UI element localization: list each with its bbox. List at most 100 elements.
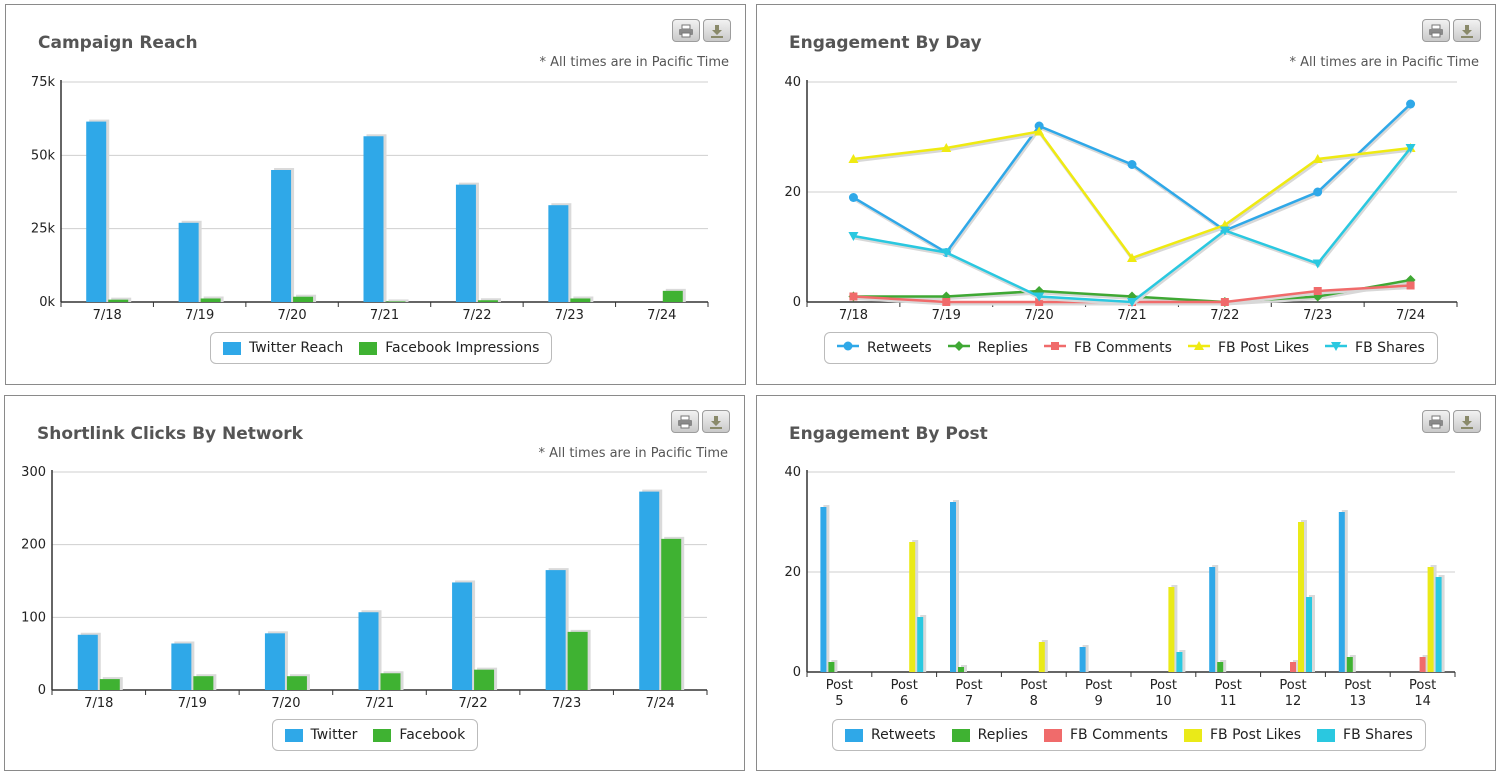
panel-title: Engagement By Day <box>789 33 982 53</box>
legend-item[interactable]: Facebook Impressions <box>359 340 539 356</box>
x-tick-label: 7/21 <box>370 308 399 323</box>
legend-label: Twitter <box>310 727 358 743</box>
printer-icon <box>1428 24 1444 38</box>
bar <box>1346 657 1353 672</box>
bar <box>178 222 199 302</box>
bar <box>1168 587 1175 672</box>
y-tick-label: 0 <box>793 665 801 680</box>
data-point <box>1312 154 1323 163</box>
legend-item[interactable]: Retweets <box>837 340 932 356</box>
legend-label: FB Shares <box>1343 727 1413 743</box>
legend-item[interactable]: Retweets <box>845 727 936 743</box>
download-button[interactable] <box>1453 19 1481 42</box>
download-button[interactable] <box>702 410 730 433</box>
download-button[interactable] <box>703 19 731 42</box>
data-point <box>1405 144 1416 153</box>
y-tick-label: 75k <box>31 75 56 90</box>
legend-label: Twitter Reach <box>249 340 344 356</box>
x-tick-label: 13 <box>1350 694 1367 709</box>
legend-item[interactable]: Replies <box>947 340 1028 356</box>
legend-item[interactable]: FB Comments <box>1043 727 1168 743</box>
bar-shadow <box>831 660 838 672</box>
data-point <box>941 248 952 258</box>
timezone-note: * All times are in Pacific Time <box>1289 55 1479 70</box>
x-tick-label: Post <box>1150 678 1177 693</box>
x-tick-label: Post <box>1279 678 1306 693</box>
data-point <box>1035 298 1044 306</box>
bar <box>385 301 406 302</box>
bar <box>570 298 591 302</box>
campaign-reach-chart: 0k 25k 50k 75k 7/18 7/19 7/20 7/21 7/22 7/23 7/24 <box>31 75 709 323</box>
legend-item[interactable]: FB Shares <box>1325 340 1425 356</box>
legend-item[interactable]: FB Post Likes <box>1187 340 1309 356</box>
legend-label: FB Shares <box>1355 340 1425 356</box>
bar <box>917 617 924 672</box>
bar <box>828 662 835 672</box>
chart-legend: Twitter Facebook <box>271 719 479 751</box>
y-tick-label: 0k <box>39 295 55 310</box>
bar <box>477 300 498 302</box>
chart-legend: Twitter Reach Facebook Impressions <box>210 332 553 364</box>
bar <box>363 136 384 302</box>
engagement-by-post-panel: Engagement By Post 0 20 40 Post 5 Post 6 Post 7 P… <box>756 395 1496 771</box>
data-point <box>848 232 859 241</box>
x-tick-label: 7/19 <box>932 308 961 323</box>
x-tick-label: Post <box>1409 678 1436 693</box>
x-tick-label: 7/20 <box>271 696 300 711</box>
x-tick-label: 10 <box>1155 694 1172 709</box>
bar <box>950 502 956 672</box>
download-button[interactable] <box>1453 410 1481 433</box>
x-tick-label: 7/20 <box>1025 308 1054 323</box>
bar <box>1427 567 1434 672</box>
x-tick-label: 7/20 <box>277 308 306 323</box>
legend-label: FB Comments <box>1073 340 1172 356</box>
x-tick-label: 14 <box>1414 694 1431 709</box>
legend-item[interactable]: Twitter Reach <box>223 340 343 356</box>
data-point <box>1313 187 1323 197</box>
legend-item[interactable]: Facebook <box>373 727 465 743</box>
bar <box>661 538 682 690</box>
bar <box>1435 577 1442 672</box>
print-button[interactable] <box>1422 410 1450 433</box>
bar <box>1038 642 1045 672</box>
series-line-shadow <box>853 104 1413 257</box>
bar <box>358 612 379 690</box>
x-tick-label: 7/21 <box>1117 308 1146 323</box>
data-point <box>1034 121 1044 131</box>
x-tick-label: 7/23 <box>555 308 584 323</box>
legend-label: Facebook Impressions <box>385 340 540 356</box>
x-tick-label: 7/24 <box>647 308 676 323</box>
legend-item[interactable]: FB Post Likes <box>1183 727 1301 743</box>
bar <box>455 184 476 302</box>
bar-shadow <box>912 540 919 672</box>
engagement-by-day-panel: Engagement By Day * All times are in Pac… <box>756 4 1496 385</box>
bar-shadow <box>1171 585 1178 672</box>
x-tick-label: Post <box>1020 678 1047 693</box>
printer-icon <box>1428 415 1444 429</box>
bar <box>545 570 566 690</box>
y-tick-label: 0 <box>38 683 46 698</box>
bar <box>958 667 964 672</box>
x-tick-label: 7/24 <box>646 696 675 711</box>
bar <box>1209 567 1216 672</box>
chart-legend: Retweets Replies FB Comments FB Post Likes F… <box>832 719 1426 751</box>
print-button[interactable] <box>1422 19 1450 42</box>
y-tick-label: 300 <box>21 465 46 480</box>
x-tick-label: 8 <box>1030 694 1038 709</box>
bar <box>264 633 285 690</box>
bar <box>99 679 120 690</box>
campaign-reach-panel: Campaign Reach * All times are in Pacifi… <box>5 4 746 385</box>
legend-marker <box>1331 342 1342 351</box>
legend-symbol <box>837 340 859 356</box>
bar <box>271 170 292 302</box>
series-line-shadow <box>854 149 1413 306</box>
legend-item[interactable]: Twitter <box>284 727 358 743</box>
legend-item[interactable]: Replies <box>951 727 1028 743</box>
legend-symbol <box>1325 340 1348 356</box>
series-line-shadow <box>854 131 1412 262</box>
legend-item[interactable]: FB Shares <box>1317 727 1413 743</box>
bar <box>200 298 221 302</box>
print-button[interactable] <box>671 410 699 433</box>
legend-item[interactable]: FB Comments <box>1043 340 1172 356</box>
print-button[interactable] <box>672 19 700 42</box>
